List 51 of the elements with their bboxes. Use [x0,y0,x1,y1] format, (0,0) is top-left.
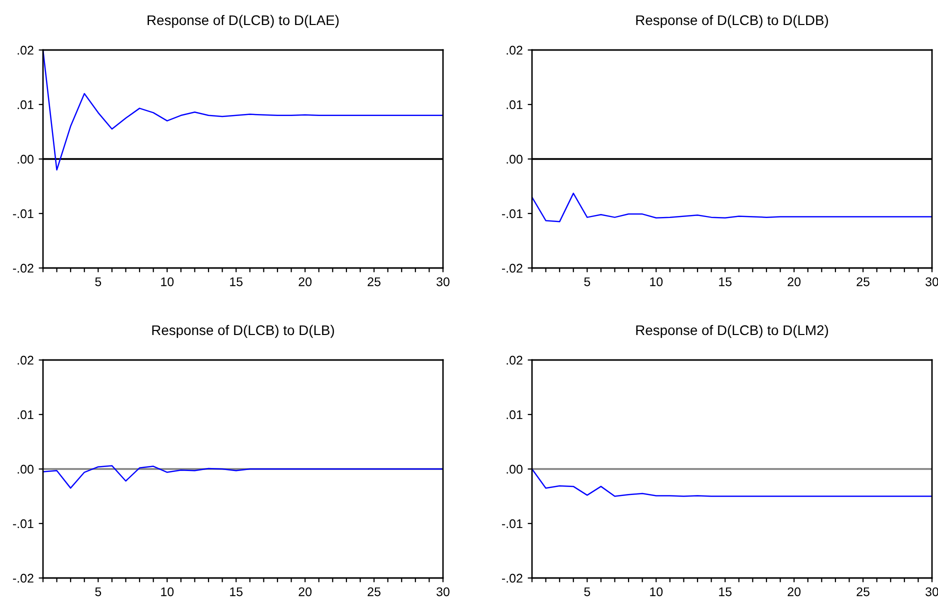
x-tick-label: 20 [298,587,312,596]
line-series [43,465,443,489]
x-tick-label: 10 [650,587,663,596]
y-tick-label: .02 [506,356,522,365]
x-tick-label: 20 [788,587,801,596]
y-tick-label: -.01 [502,209,522,218]
chart-title: Response of D(LCB) to D(LAE) [148,14,339,28]
y-tick-label: .00 [506,464,522,474]
x-tick-label: 25 [368,277,380,286]
y-tick-label: .01 [506,410,522,420]
chart-title: Response of D(LCB) to D(LM2) [636,324,828,338]
x-tick-label: 10 [161,277,174,286]
y-tick-label: .00 [18,464,34,474]
x-tick-label: 5 [584,587,590,596]
y-tick-label: -.01 [502,519,522,528]
y-tick-label: .01 [18,410,34,420]
y-tick-label: .00 [506,154,522,164]
y-tick-label: -.02 [12,574,34,583]
x-tick-label: 5 [95,277,102,286]
y-tick-label: -.01 [12,209,34,218]
x-tick-label: 30 [436,587,450,596]
y-tick-label: .01 [506,100,522,110]
x-tick-label: 30 [436,277,450,286]
x-tick-label: 5 [95,587,102,596]
y-tick-label: -.02 [502,264,522,273]
x-tick-label: 25 [368,587,380,596]
x-tick-label: 10 [161,587,174,596]
x-tick-label: 25 [856,587,870,596]
y-tick-label: -.02 [502,574,522,583]
y-tick-label: .01 [18,100,34,110]
line-series [532,192,932,222]
x-tick-label: 30 [926,277,938,286]
y-tick-label: .02 [18,46,34,55]
x-tick-label: 15 [719,277,732,286]
line-series [532,468,932,497]
x-tick-label: 20 [298,277,312,286]
x-tick-label: 15 [719,587,732,596]
x-tick-label: 30 [926,587,938,596]
chart-title: Response of D(LCB) to D(LDB) [636,14,828,28]
x-tick-label: 5 [584,277,590,286]
chart-title: Response of D(LCB) to D(LB) [152,324,334,338]
y-tick-label: .02 [18,356,34,365]
x-tick-label: 10 [650,277,663,286]
x-tick-label: 20 [788,277,801,286]
y-tick-label: .02 [506,46,522,55]
y-tick-label: -.01 [12,519,34,528]
x-tick-label: 15 [230,587,243,596]
x-tick-label: 25 [856,277,870,286]
x-tick-label: 15 [230,277,243,286]
y-tick-label: .00 [18,154,34,164]
y-tick-label: -.02 [12,264,34,273]
